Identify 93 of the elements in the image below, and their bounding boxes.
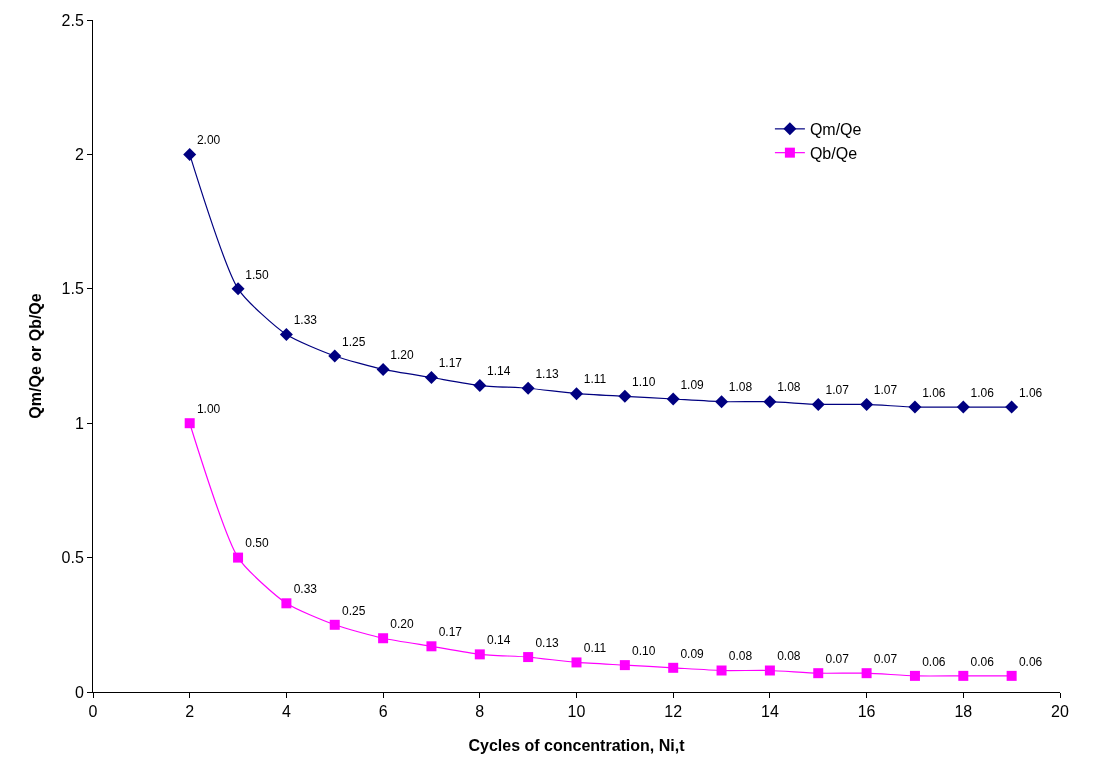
data-label: 0.10 [632, 643, 656, 658]
data-label: 0.33 [293, 582, 318, 597]
data-label: 0.06 [1018, 654, 1043, 669]
data-label: 0.11 [583, 641, 607, 656]
data-label: 1.07 [873, 383, 898, 398]
data-label: 0.13 [535, 635, 560, 650]
point [861, 668, 872, 679]
data-label: 1.25 [342, 334, 366, 349]
data-label: 1.50 [245, 267, 269, 282]
data-label: 1.33 [293, 313, 318, 328]
data-label: 0.06 [922, 654, 946, 669]
point [521, 381, 535, 395]
data-label: 0.08 [777, 649, 801, 664]
x-tick-label: 18 [954, 703, 973, 721]
y-tick-label: 0.5 [61, 549, 84, 567]
point [523, 652, 534, 663]
x-tick-label: 12 [664, 703, 683, 721]
point [378, 633, 389, 644]
point [231, 282, 245, 296]
data-label: 0.20 [390, 616, 415, 631]
point [909, 670, 920, 681]
point [426, 641, 437, 652]
data-label: 1.06 [1018, 385, 1043, 400]
point [908, 400, 922, 414]
y-axis-title: Qm/Qe or Qb/Qe [27, 293, 45, 419]
point [860, 397, 874, 411]
y-tick-label: 2.5 [61, 11, 84, 29]
y-tick-label: 1 [74, 414, 84, 432]
point [329, 619, 340, 630]
x-tick-label: 10 [567, 703, 586, 721]
data-label: 1.00 [196, 401, 221, 416]
point [716, 665, 727, 676]
y-tick-label: 0 [74, 683, 84, 701]
legend-label: Qb/Qe [809, 144, 858, 162]
x-tick-label: 14 [761, 703, 779, 721]
data-label: 1.14 [487, 364, 511, 379]
data-label: 1.06 [970, 385, 995, 400]
point [183, 147, 197, 161]
point [570, 387, 583, 401]
point [618, 389, 632, 403]
data-label: 1.20 [390, 348, 415, 363]
x-tick-label: 8 [475, 703, 485, 721]
point [571, 657, 582, 668]
data-label: 1.08 [728, 380, 753, 395]
point [764, 665, 775, 676]
point [1005, 400, 1019, 414]
x-tick-label: 20 [1051, 703, 1069, 721]
x-axis-title: Cycles of concentration, Ni,t [468, 736, 686, 754]
data-label: 1.09 [680, 377, 705, 392]
point [715, 395, 729, 409]
x-tick-label: 0 [88, 703, 98, 721]
x-tick-label: 2 [185, 703, 195, 721]
data-label: 0.06 [970, 654, 995, 669]
point [473, 379, 487, 393]
point [619, 660, 630, 671]
point [668, 662, 679, 673]
x-tick-label: 6 [378, 703, 388, 721]
data-label: 1.17 [438, 356, 463, 371]
data-label: 1.08 [777, 380, 801, 395]
data-label: 0.50 [245, 536, 269, 551]
data-label: 1.07 [825, 383, 850, 398]
data-label: 0.25 [342, 603, 366, 618]
data-label: 1.11 [583, 372, 607, 387]
data-label: 0.08 [728, 649, 753, 664]
point [281, 598, 292, 609]
data-label: 1.13 [535, 367, 560, 382]
legend-label: Qm/Qe [809, 121, 862, 139]
data-label: 0.17 [438, 625, 463, 640]
point [956, 400, 970, 414]
point [811, 397, 825, 411]
point [1006, 670, 1017, 681]
point [666, 392, 680, 406]
data-label: 1.10 [632, 375, 656, 390]
y-tick-label: 1.5 [61, 280, 84, 298]
x-tick-label: 16 [857, 703, 876, 721]
point [328, 349, 342, 363]
x-tick-label: 4 [281, 703, 291, 721]
point [376, 362, 390, 376]
data-label: 0.14 [487, 633, 511, 648]
data-label: 1.06 [922, 385, 946, 400]
y-tick-label: 2 [74, 146, 84, 163]
point [813, 668, 824, 679]
data-label: 0.09 [680, 646, 705, 661]
point [233, 552, 244, 563]
point [474, 649, 485, 660]
point [958, 670, 969, 681]
point [279, 328, 293, 341]
point [763, 395, 777, 409]
data-label: 2.00 [196, 133, 221, 148]
point [424, 371, 438, 384]
point [184, 418, 195, 429]
data-label: 0.07 [873, 651, 898, 666]
data-label: 0.07 [825, 651, 850, 666]
